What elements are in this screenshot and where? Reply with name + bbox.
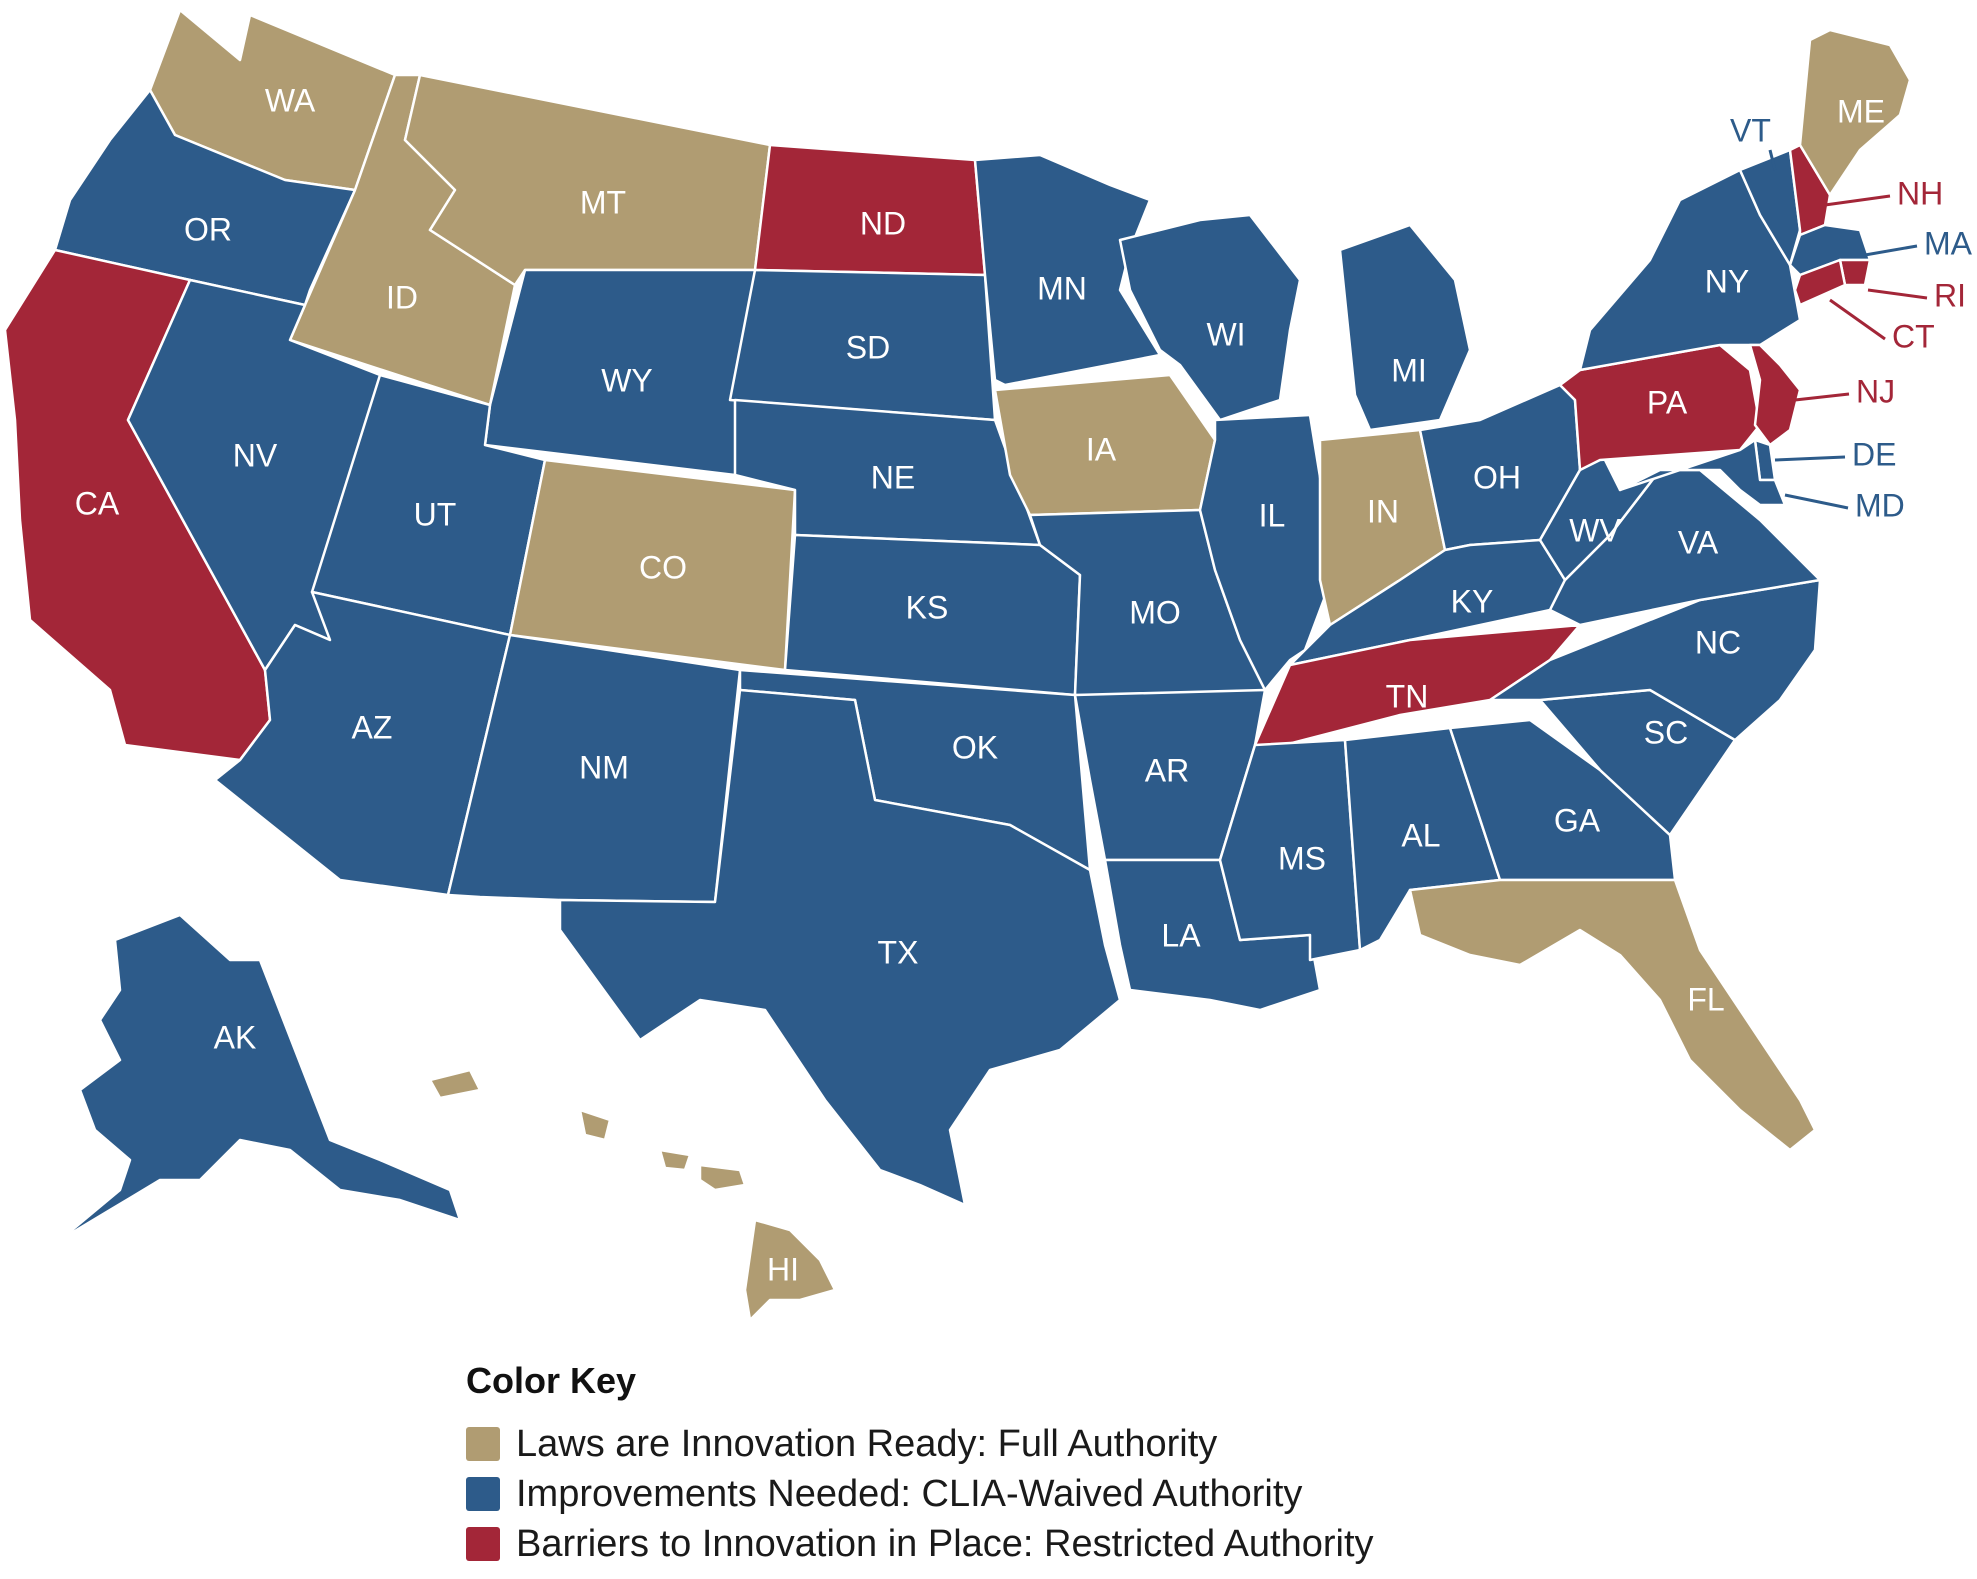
legend-label-full: Laws are Innovation Ready: Full Authorit… [516, 1422, 1218, 1465]
legend-swatch-waived [466, 1477, 500, 1511]
state-label-nm: NM [579, 749, 629, 785]
us-states-map: WA OR CA ID NV MT WY UT CO AZ NM ND SD NE KS OK TX MN IA MO… [3, 8, 1973, 1322]
state-label-ia: IA [1086, 431, 1117, 467]
legend-item-clia-waived-authority: Improvements Needed: CLIA-Waived Authori… [466, 1472, 1302, 1516]
state-label-co: CO [639, 549, 687, 585]
state-label-in: IN [1367, 493, 1399, 529]
legend-title: Color Key [466, 1360, 637, 1401]
state-label-il: IL [1259, 497, 1286, 533]
state-tx [558, 688, 1122, 1207]
state-label-pa: PA [1647, 384, 1688, 420]
state-label-ms: MS [1278, 840, 1326, 876]
leader-line-md [1784, 493, 1849, 510]
state-label-ma: MA [1924, 225, 1973, 261]
state-label-tn: TN [1386, 678, 1429, 714]
state-label-ky: KY [1451, 583, 1494, 619]
color-key-legend: Color Key Laws are Innovation Ready: Ful… [466, 1360, 1566, 1570]
state-label-or: OR [184, 211, 232, 247]
state-label-sd: SD [846, 329, 890, 365]
legend-label-restricted: Barriers to Innovation in Place: Restric… [516, 1522, 1374, 1565]
state-label-nc: NC [1695, 624, 1741, 660]
leader-line-nh [1824, 194, 1891, 207]
state-label-ne: NE [871, 459, 915, 495]
state-label-tx: TX [878, 934, 919, 970]
leader-line-nj [1794, 392, 1850, 402]
state-label-fl: FL [1687, 981, 1724, 1017]
state-label-wv: WV [1569, 512, 1621, 548]
state-md [1618, 438, 1787, 507]
state-label-ct: CT [1892, 318, 1935, 354]
state-label-vt: VT [1730, 112, 1771, 148]
state-label-nh: NH [1897, 175, 1943, 211]
state-label-id: ID [386, 279, 418, 315]
leader-line-ct [1829, 298, 1886, 341]
state-label-nv: NV [233, 437, 278, 473]
legend-item-restricted-authority: Barriers to Innovation in Place: Restric… [466, 1522, 1374, 1566]
state-label-wy: WY [601, 362, 653, 398]
state-fl [1408, 878, 1817, 1152]
legend-item-full-authority: Laws are Innovation Ready: Full Authorit… [466, 1422, 1217, 1466]
state-label-ga: GA [1554, 802, 1601, 838]
state-ct [1793, 258, 1847, 307]
state-label-nj: NJ [1856, 373, 1895, 409]
state-label-ut: UT [414, 496, 457, 532]
state-nc [1488, 578, 1822, 742]
state-label-az: AZ [352, 709, 393, 745]
state-label-ar: AR [1145, 752, 1189, 788]
state-label-de: DE [1852, 436, 1896, 472]
state-label-ok: OK [952, 729, 998, 765]
state-hi [428, 1068, 837, 1322]
state-label-mt: MT [580, 184, 626, 220]
state-label-ny: NY [1705, 263, 1749, 299]
state-label-al: AL [1401, 817, 1440, 853]
state-label-mn: MN [1037, 270, 1087, 306]
state-label-hi: HI [767, 1251, 799, 1287]
state-label-ak: AK [214, 1019, 257, 1055]
state-label-nd: ND [860, 205, 906, 241]
state-label-ca: CA [75, 485, 120, 521]
state-nj [1748, 343, 1802, 447]
state-label-sc: SC [1644, 714, 1688, 750]
state-label-wi: WI [1206, 316, 1245, 352]
state-label-ks: KS [906, 589, 949, 625]
leader-line-de [1774, 455, 1846, 462]
state-ak [58, 913, 462, 1242]
state-label-oh: OH [1473, 459, 1521, 495]
state-wi [1118, 213, 1302, 422]
state-mn [973, 153, 1162, 387]
state-label-mo: MO [1129, 594, 1181, 630]
state-label-mi: MI [1391, 352, 1427, 388]
state-label-la: LA [1161, 917, 1201, 953]
legend-label-waived: Improvements Needed: CLIA-Waived Authori… [516, 1472, 1303, 1515]
state-wy [483, 268, 757, 477]
leader-line-ma [1864, 244, 1918, 257]
state-mi [1338, 223, 1472, 432]
leader-line-vt [1768, 149, 1777, 171]
state-label-wa: WA [265, 82, 316, 118]
state-label-md: MD [1855, 487, 1905, 523]
state-label-ri: RI [1934, 277, 1966, 313]
legend-swatch-full [466, 1427, 500, 1461]
state-label-me: ME [1837, 93, 1885, 129]
state-me [1798, 28, 1912, 197]
leader-line-ri [1867, 288, 1928, 300]
state-label-va: VA [1678, 524, 1719, 560]
legend-swatch-restricted [466, 1527, 500, 1561]
